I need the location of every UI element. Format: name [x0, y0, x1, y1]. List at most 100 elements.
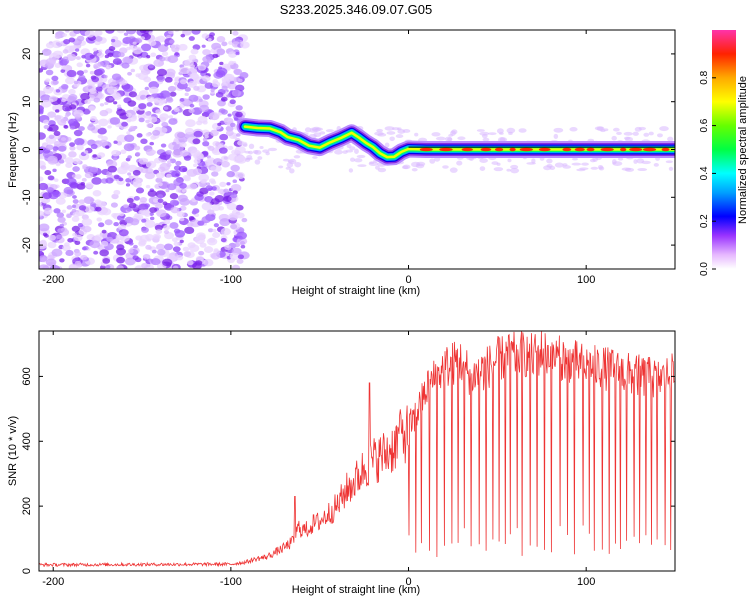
noise-blob	[111, 50, 122, 58]
signal-ridge	[236, 118, 675, 166]
noise-blob	[313, 132, 322, 138]
ridge-peak	[600, 147, 614, 152]
noise-blob	[139, 30, 147, 34]
noise-blob	[188, 183, 198, 190]
noise-blob	[636, 158, 645, 164]
noise-blob	[201, 44, 206, 48]
noise-blob	[159, 162, 171, 171]
noise-blob	[135, 73, 141, 78]
noise-blob	[43, 119, 50, 125]
noise-blob	[175, 173, 180, 177]
noise-blob	[123, 203, 129, 208]
noise-blob	[145, 111, 152, 116]
noise-blob	[132, 178, 141, 185]
noise-blob	[293, 155, 301, 159]
noise-blob	[72, 195, 77, 199]
noise-blob	[491, 161, 499, 165]
noise-blob	[384, 142, 390, 148]
noise-blob	[153, 157, 162, 164]
noise-blob	[476, 129, 485, 132]
noise-blob	[211, 81, 221, 88]
noise-blob	[188, 216, 195, 221]
noise-blob	[148, 31, 153, 35]
noise-blob	[69, 145, 76, 151]
noise-blob	[164, 76, 173, 83]
noise-blob	[159, 113, 169, 121]
noise-blob	[106, 236, 114, 242]
ridge-peak	[562, 147, 572, 152]
colorbar-tick-label: 0.2	[699, 214, 710, 228]
noise-blob	[97, 83, 102, 87]
noise-blob	[163, 106, 169, 110]
noise-blob	[235, 105, 243, 111]
noise-blob	[634, 126, 642, 132]
noise-blob	[187, 138, 193, 143]
noise-blob	[349, 146, 356, 151]
noise-blob	[188, 108, 195, 114]
noise-blob	[43, 233, 49, 238]
noise-blob	[167, 30, 174, 35]
noise-blob	[164, 43, 169, 47]
noise-blob	[69, 104, 77, 110]
noise-blob	[223, 117, 234, 125]
noise-blob	[149, 212, 154, 216]
noise-blob	[81, 177, 87, 182]
noise-blob	[76, 144, 84, 151]
spectrogram-ytick-label: -20	[21, 237, 33, 253]
noise-blob	[234, 145, 246, 154]
noise-blob	[125, 30, 137, 35]
noise-blob	[154, 224, 163, 231]
noise-blob	[235, 111, 243, 118]
spectrogram-ytick-label: 10	[21, 96, 33, 108]
colorbar-tick-label: 0.8	[699, 70, 710, 84]
noise-blob	[89, 54, 95, 59]
noise-blob	[431, 132, 441, 137]
noise-blob	[172, 265, 179, 269]
noise-blob	[145, 184, 151, 189]
noise-blob	[213, 223, 219, 228]
snr-ytick-label: 200	[21, 497, 33, 515]
noise-blob	[203, 246, 214, 254]
noise-blob	[162, 201, 168, 206]
noise-blob	[152, 198, 159, 203]
noise-blob	[128, 175, 134, 180]
snr-ytick-label: 600	[21, 367, 33, 385]
noise-blob	[68, 37, 76, 43]
noise-blob	[168, 115, 174, 119]
noise-blob	[171, 141, 177, 146]
noise-blob	[531, 158, 536, 164]
noise-blob	[132, 46, 143, 55]
noise-blob	[449, 167, 458, 173]
noise-blob	[190, 149, 201, 157]
noise-blob	[334, 149, 343, 155]
noise-blob	[131, 114, 137, 119]
noise-blob	[219, 218, 231, 227]
noise-blob	[96, 68, 105, 75]
spectrogram-ytick-label: -10	[21, 189, 33, 205]
noise-blob	[55, 162, 61, 167]
noise-blob	[45, 258, 57, 267]
noise-blob	[65, 162, 73, 168]
noise-blob	[219, 188, 224, 193]
noise-blob	[623, 131, 633, 136]
noise-blob	[435, 136, 446, 141]
noise-blob	[52, 104, 63, 112]
noise-blob	[667, 136, 674, 142]
noise-blob	[62, 33, 67, 37]
noise-blob	[207, 228, 214, 233]
noise-blob	[139, 197, 148, 203]
noise-blob	[173, 82, 179, 86]
noise-blob	[212, 228, 217, 233]
noise-blob	[225, 125, 234, 132]
noise-blob	[47, 175, 55, 181]
noise-blob	[116, 166, 128, 175]
noise-blob	[107, 165, 117, 173]
noise-blob	[97, 152, 106, 158]
noise-blob	[612, 161, 623, 166]
noise-blob	[235, 51, 240, 56]
noise-blob	[74, 260, 82, 267]
noise-blob	[212, 232, 221, 239]
noise-blob	[185, 119, 196, 128]
noise-blob	[231, 264, 240, 269]
